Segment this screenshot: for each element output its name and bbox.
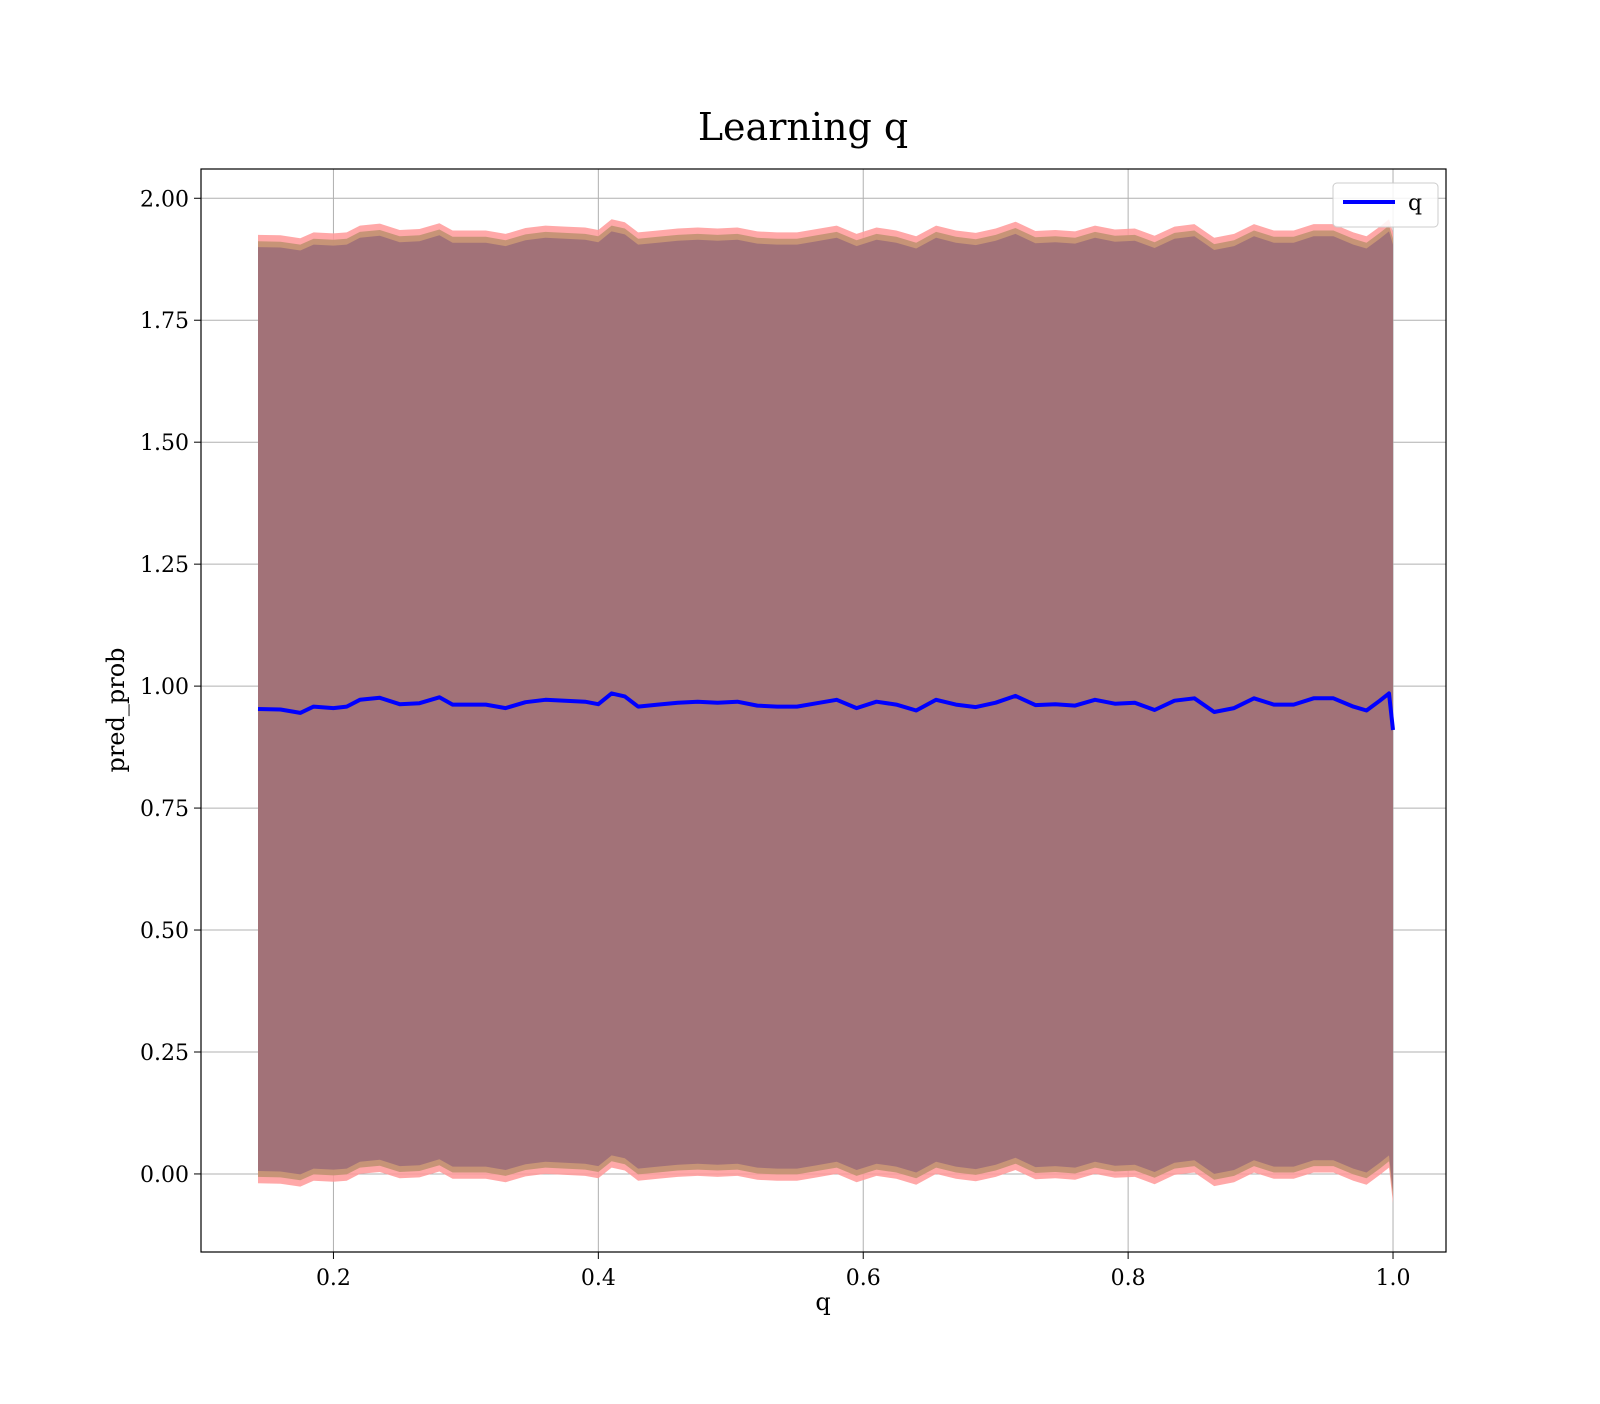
x-tick-label: 0.4 [581,1266,616,1291]
legend: q [1332,182,1439,228]
y-tick-label: 1.25 [140,553,189,578]
x-axis-label: q [815,1288,830,1316]
confidence-bands [258,219,1393,1204]
legend-label-q: q [1408,191,1422,216]
y-tick-label: 1.75 [140,309,189,334]
y-tick-label: 1.50 [140,431,189,456]
chart-title: Learning q [698,105,908,149]
axis-ticks: 0.2 0.4 0.6 0.8 1.0 0.00 0.25 0.50 0.75 1.00 1.25 1… [140,187,1411,1291]
legend-box [1332,182,1439,228]
y-tick-label: 1.00 [140,675,189,700]
y-axis-label: pred_prob [102,647,130,772]
y-tick-label: 2.00 [140,187,189,212]
y-tick-label: 0.00 [140,1163,189,1188]
x-tick-label: 1.0 [1376,1266,1411,1291]
series-lines [257,691,1395,731]
series-line-q [257,691,1395,731]
y-tick-label: 0.25 [140,1041,189,1066]
y-tick-label: 0.75 [140,797,189,822]
plot-frame [200,168,1447,1253]
x-tick-label: 0.8 [1111,1266,1146,1291]
x-tick-label: 0.2 [316,1266,351,1291]
y-tick-label: 0.50 [140,919,189,944]
confidence-band-2 [258,231,1393,1191]
x-tick-label: 0.6 [846,1266,881,1291]
